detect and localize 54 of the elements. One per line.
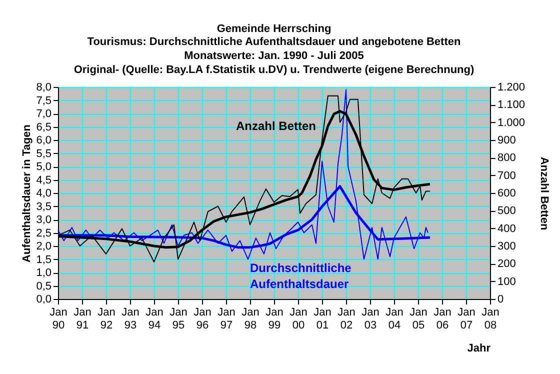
y2-tick-label: 1.200 (498, 82, 526, 94)
x-tick-label: Jan 93 (122, 306, 140, 332)
y2-tick-label: 1.100 (498, 99, 526, 112)
y-tick-label: 7,5 (36, 94, 52, 107)
x-tick-label: Jan 95 (170, 306, 188, 332)
y-tick-label: 2,0 (36, 240, 52, 252)
y2-tick-label: 300 (498, 240, 516, 252)
y-tick-label: 6,0 (36, 134, 52, 146)
x-tick-label: Jan 96 (194, 306, 212, 332)
x-tick-label: Jan 00 (290, 306, 308, 332)
y2-tick-label: 1.000 (498, 116, 526, 129)
chart-subtitle: Tourismus: Durchschnittliche Aufenthaltsdauer und angebotene Betten Monatswerte: Jan. 1990 - Juli 2005 Original- (Quelle: Bay.LA f.Statistik u.DV) u. Trendwerte (eigene Berechnung) (74, 36, 474, 76)
x-tick-label: Jan 97 (218, 306, 236, 332)
y2-tick-label: 400 (498, 222, 516, 235)
x-tick-label: Jan 03 (362, 306, 380, 332)
x-tick-label: Jan 06 (434, 306, 452, 332)
x-tick-label: Jan 92 (98, 306, 116, 332)
y-tick-label: 5,5 (36, 148, 52, 160)
y-tick-label: 6,5 (36, 121, 52, 134)
y2-tick-label: 100 (498, 276, 516, 288)
y2-tick-label: 500 (498, 205, 516, 218)
x-tick-label: Jan 98 (242, 306, 260, 332)
y-tick-label: 7,0 (36, 108, 52, 120)
y-tick-label: 4,5 (36, 174, 52, 186)
x-tick-label: Jan 07 (458, 306, 476, 332)
chart-title: Gemeinde Herrsching (216, 23, 332, 35)
y-tick-label: 0,5 (36, 280, 52, 292)
y2-tick-label: 800 (498, 152, 516, 164)
x-tick-label: Jan 02 (338, 306, 356, 332)
y-tick-label: 0,0 (36, 294, 52, 306)
y-tick-label: 5,0 (36, 161, 52, 173)
x-tick-label: Jan 01 (314, 306, 332, 332)
y-tick-label: 8,0 (36, 82, 52, 94)
y2-tick-label: 900 (498, 134, 516, 146)
x-tick-label: Jan 04 (386, 306, 404, 332)
x-tick-label: Jan 99 (266, 306, 284, 332)
x-tick-label: Jan 90 (50, 306, 68, 332)
y-tick-label: 1,0 (36, 267, 52, 279)
y2-tick-label: 0 (498, 294, 504, 306)
x-axis-title: Jahr (467, 342, 492, 354)
y-tick-label: 4,0 (36, 188, 52, 200)
y-tick-label: 3,5 (36, 200, 52, 213)
x-tick-label: Jan 91 (74, 306, 92, 332)
y2-axis-title: Anzahl Betten (538, 156, 550, 230)
y-axis-title: Aufenthaltsdauer in Tagen (21, 124, 34, 262)
x-tick-label: Jan 94 (146, 306, 164, 332)
x-tick-label: Jan 05 (410, 306, 428, 332)
y2-tick-label: 600 (498, 188, 516, 200)
y2-tick-label: 200 (498, 258, 516, 270)
y-tick-label: 2,5 (36, 227, 52, 240)
x-tick-label: Jan 08 (482, 306, 500, 332)
y-tick-label: 1,5 (36, 254, 52, 266)
y2-tick-label: 700 (498, 170, 516, 182)
y-tick-label: 3,0 (36, 214, 52, 226)
